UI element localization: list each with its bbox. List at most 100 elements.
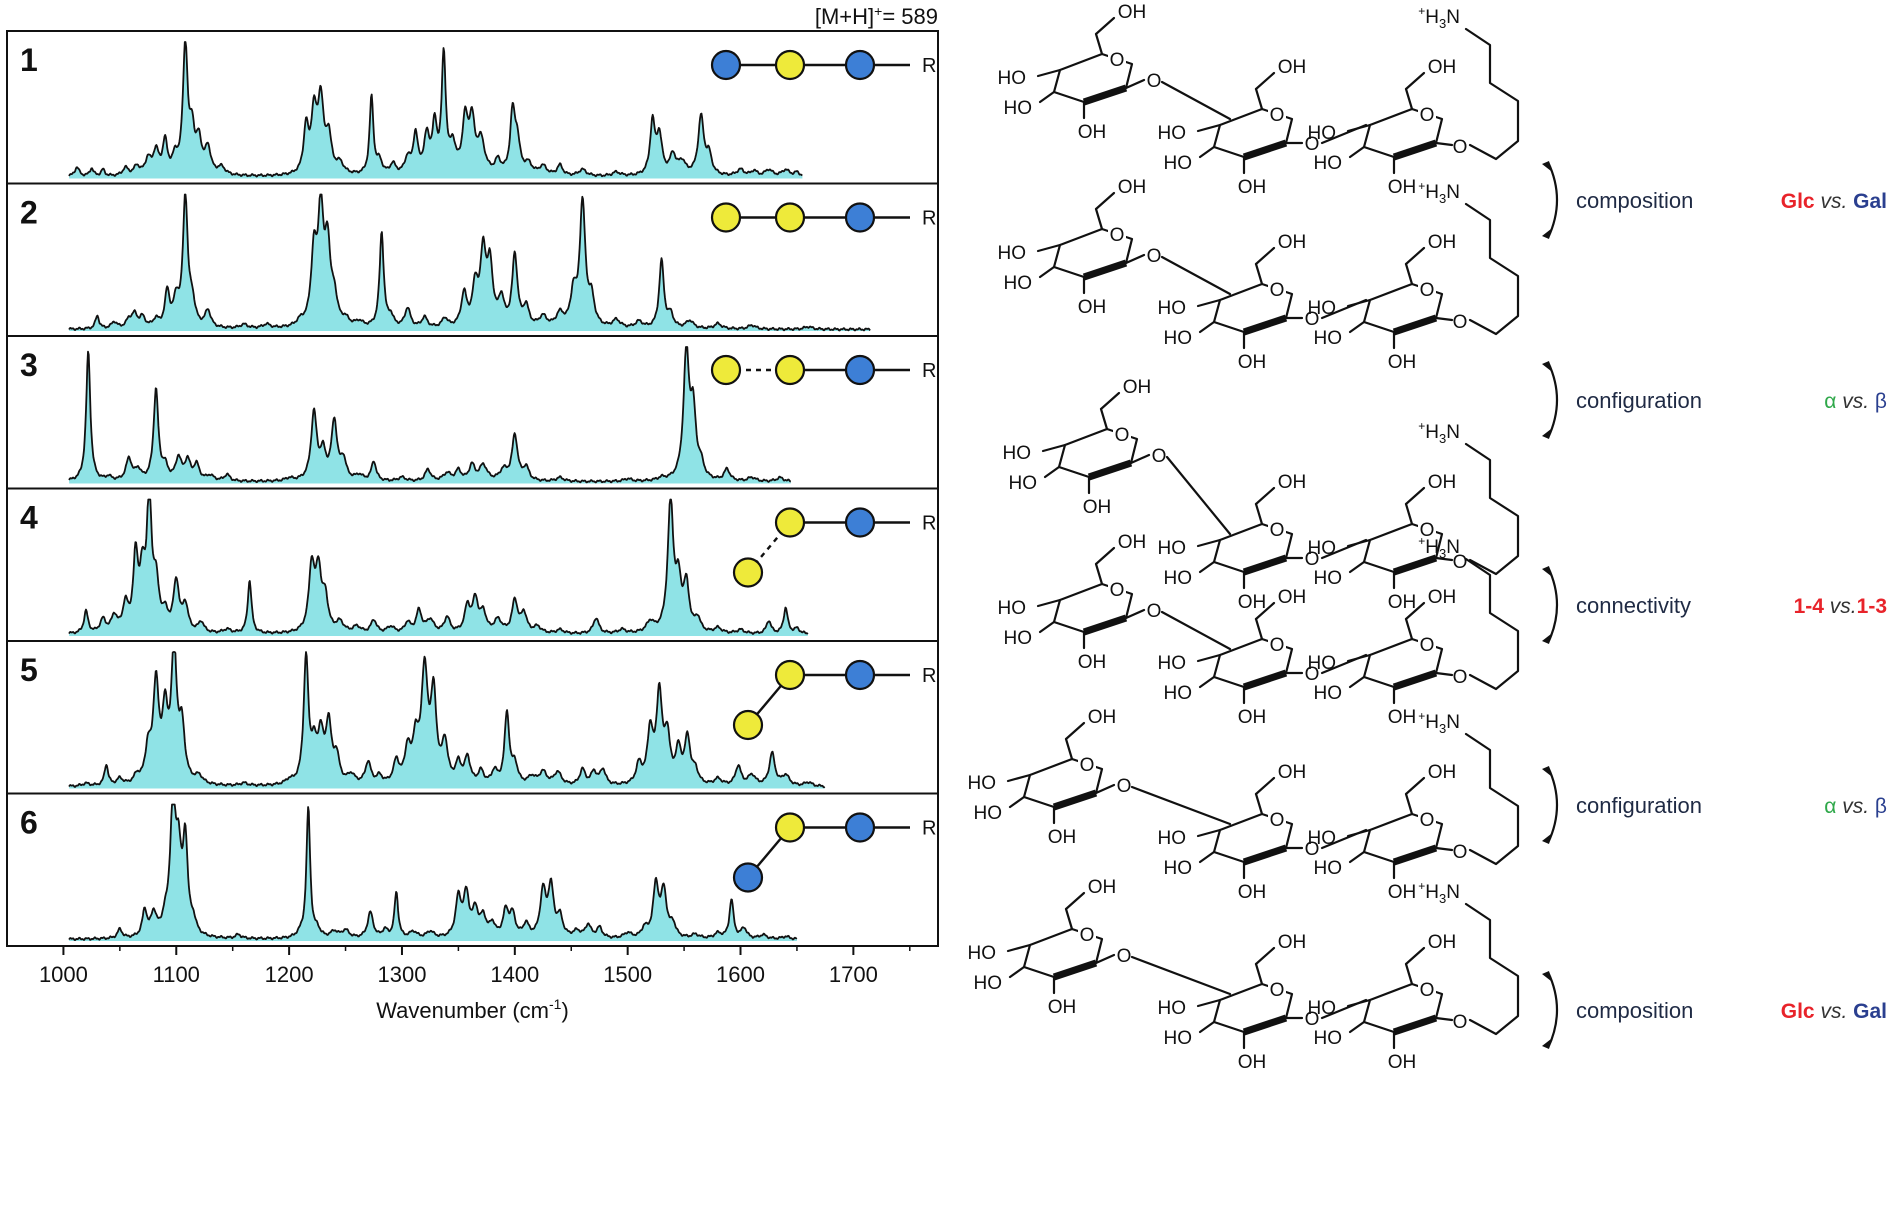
- bond: [1434, 671, 1454, 677]
- glycan-node-glc: [844, 812, 876, 843]
- bond: [1254, 601, 1276, 621]
- bond: [1404, 71, 1426, 91]
- arrow-head-bottom: [1542, 1039, 1551, 1049]
- atom-label: OH: [1278, 587, 1307, 608]
- atom-label: O: [1453, 1012, 1468, 1033]
- ring-front-bond: [1242, 844, 1288, 866]
- bond: [1348, 560, 1366, 574]
- bond: [1064, 907, 1074, 931]
- bond: [1254, 486, 1276, 506]
- bond: [1404, 601, 1426, 621]
- atom-label: OH: [1238, 882, 1267, 903]
- atom-label: O: [1305, 1009, 1320, 1030]
- bond: [1038, 265, 1056, 279]
- atom-label: OH: [1238, 707, 1267, 728]
- arrow-head-bottom: [1542, 634, 1551, 644]
- atom-label: HO: [1004, 628, 1033, 649]
- ring-oxygen: O: [1420, 810, 1435, 831]
- bond: [1254, 962, 1264, 986]
- atom-label: HO: [1164, 153, 1193, 174]
- bond: [1404, 617, 1414, 641]
- bond: [1320, 298, 1368, 320]
- atom-label: HO: [1164, 683, 1193, 704]
- atom-label: HO: [998, 68, 1027, 89]
- spectrum-line: [68, 803, 798, 941]
- bond: [1198, 560, 1216, 574]
- bond: [1434, 556, 1454, 562]
- glycan-node-gal: [774, 659, 806, 691]
- comparison-property: composition: [1576, 188, 1693, 213]
- atom-label: O: [1117, 946, 1132, 967]
- ring-front-bond: [1082, 259, 1128, 281]
- atom-label: OH: [1278, 932, 1307, 953]
- glycan-node-glc: [844, 659, 876, 691]
- comparison-pair: α vs. β: [1824, 390, 1887, 413]
- panel-frame: [6, 792, 939, 947]
- bond: [1064, 737, 1074, 761]
- bond: [1099, 407, 1109, 431]
- ring-front-bond: [1392, 844, 1438, 866]
- bond: [1006, 943, 1032, 953]
- glycan-r-label: R: [922, 665, 936, 687]
- atom-label: HO: [1158, 998, 1187, 1019]
- atom-label: HO: [968, 943, 997, 964]
- bond: [1404, 502, 1414, 526]
- bond: [1348, 675, 1366, 689]
- bond: [1254, 617, 1264, 641]
- bond: [1320, 998, 1368, 1020]
- ring-front-bond: [1242, 314, 1288, 336]
- bond: [1196, 998, 1222, 1008]
- x-tick-label: 1100: [153, 962, 200, 987]
- glycan-node-gal: [774, 354, 806, 386]
- bond: [1254, 502, 1264, 526]
- spectrum-line: [68, 651, 826, 789]
- bond: [1008, 965, 1026, 979]
- bond: [1043, 465, 1061, 479]
- bond: [1094, 32, 1104, 56]
- bond: [1041, 443, 1067, 453]
- x-tick-label: 1600: [716, 962, 765, 987]
- bond: [1094, 16, 1116, 36]
- ring-oxygen: O: [1080, 755, 1095, 776]
- ring-front-bond: [1242, 139, 1288, 161]
- glycan-node-gal: [710, 202, 742, 233]
- atom-label: HO: [1314, 1028, 1343, 1049]
- glycan-node-gal: [774, 202, 806, 233]
- atom-label: HO: [1308, 998, 1337, 1019]
- bond: [1196, 538, 1222, 548]
- atom-label: OH: [1238, 592, 1267, 613]
- arrow-head-top: [1542, 161, 1551, 171]
- bond: [1130, 955, 1232, 996]
- bond: [1404, 87, 1414, 111]
- atom-label: HO: [1158, 298, 1187, 319]
- spectrum-line: [68, 498, 809, 635]
- ammonium-label: +H3N: [1418, 4, 1460, 31]
- comparison-pair: α vs. β: [1824, 795, 1887, 818]
- ring-oxygen: O: [1270, 520, 1285, 541]
- atom-label: HO: [1314, 858, 1343, 879]
- atom-label: OH: [1428, 57, 1457, 78]
- arrow-head-bottom: [1542, 429, 1551, 439]
- bond: [1404, 792, 1414, 816]
- atom-label: OH: [1083, 497, 1112, 518]
- atom-label: OH: [1238, 352, 1267, 373]
- bond: [1434, 141, 1454, 147]
- aminopentyl-chain: [1464, 442, 1520, 576]
- atom-label: OH: [1048, 827, 1077, 848]
- atom-label: HO: [974, 973, 1003, 994]
- bond: [1196, 828, 1222, 838]
- bond: [1198, 145, 1216, 159]
- aminopentyl-chain: [1464, 557, 1520, 691]
- atom-label: O: [1117, 776, 1132, 797]
- ring-oxygen: O: [1270, 810, 1285, 831]
- atom-label: HO: [1314, 568, 1343, 589]
- atom-label: OH: [1078, 652, 1107, 673]
- spectrum-line: [68, 346, 792, 484]
- atom-label: O: [1453, 137, 1468, 158]
- atom-label: OH: [1278, 232, 1307, 253]
- bond: [1094, 207, 1104, 231]
- ring-oxygen: O: [1115, 425, 1130, 446]
